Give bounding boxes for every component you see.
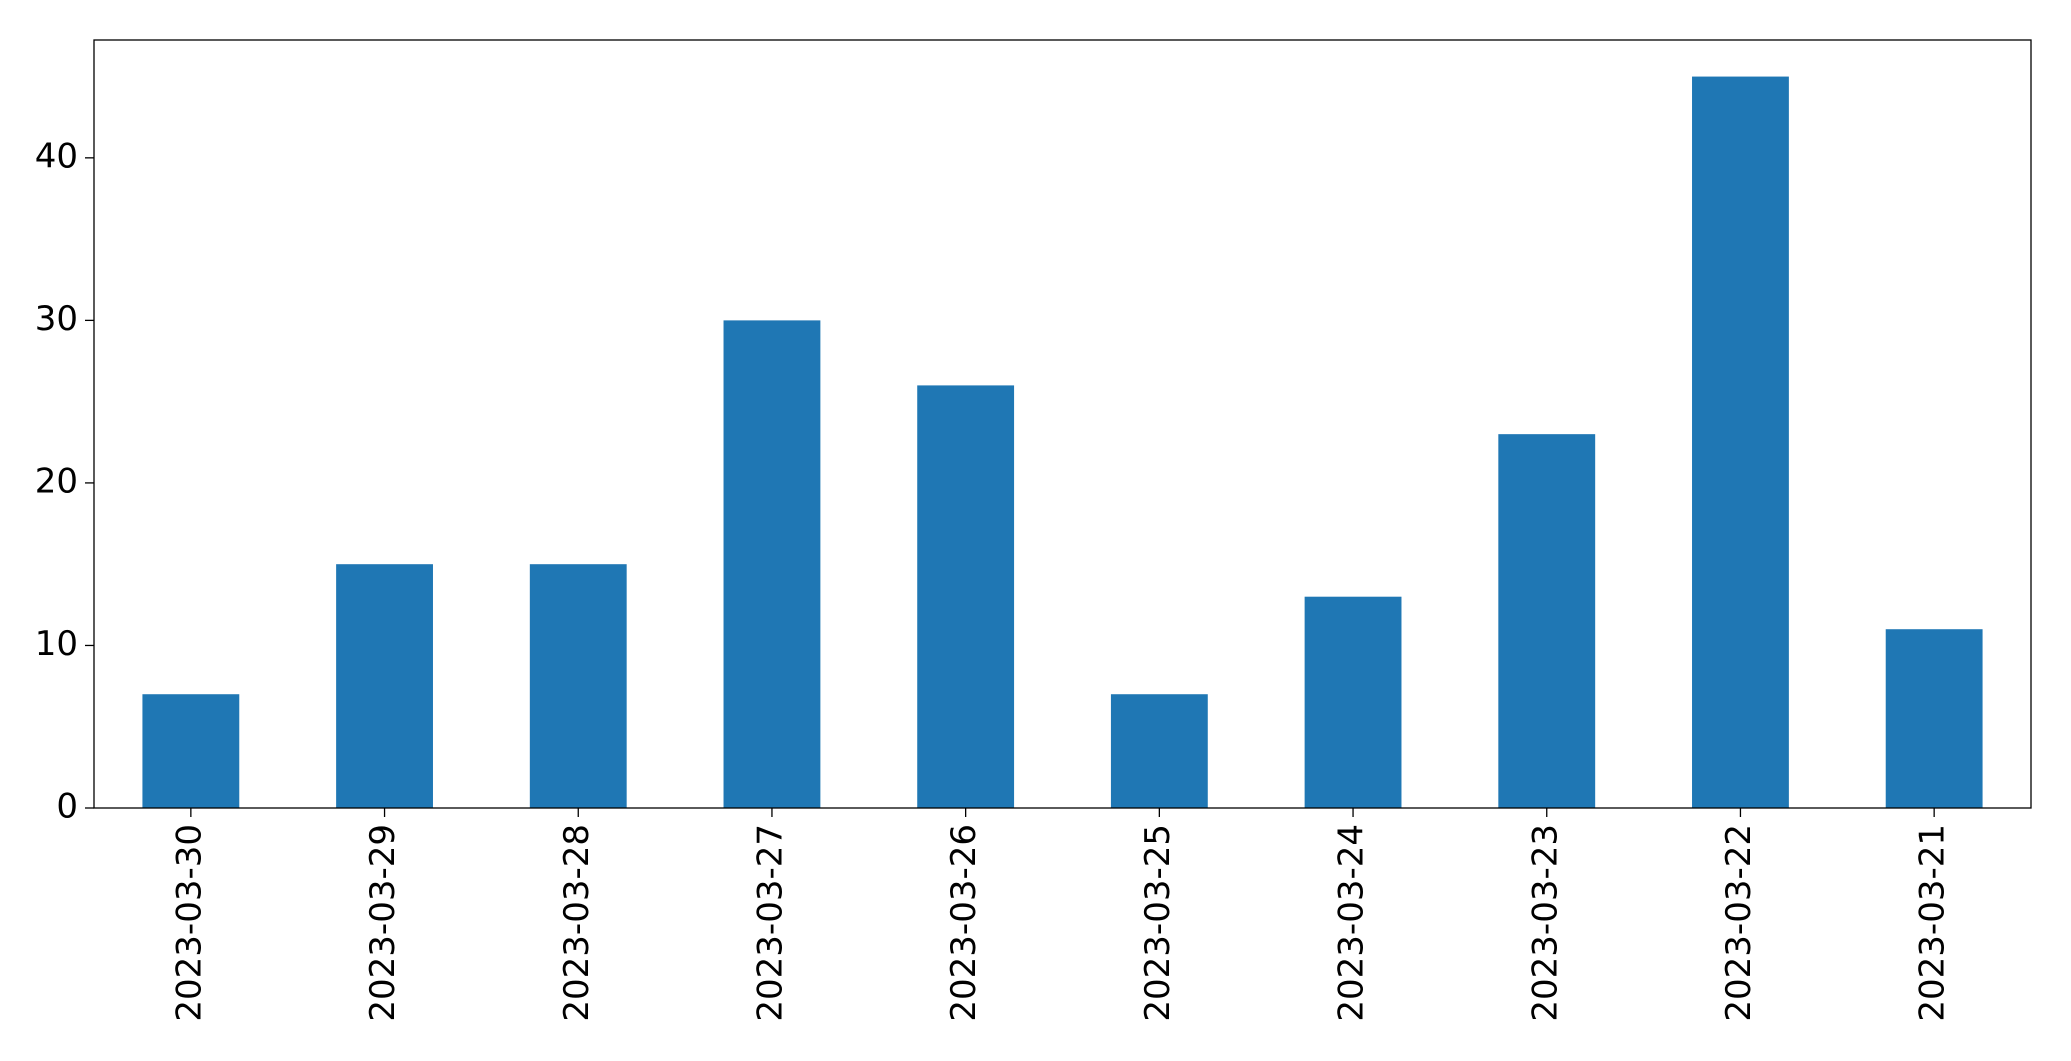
x-tick-label: 2023-03-28 [557, 824, 597, 1022]
x-tick-label: 2023-03-27 [750, 824, 790, 1022]
bar [529, 564, 627, 808]
bar [1498, 434, 1596, 808]
bar [1692, 76, 1789, 809]
y-tick-label: 40 [35, 136, 78, 176]
x-tick-label: 2023-03-29 [363, 824, 403, 1022]
bar [917, 385, 1015, 808]
bar [1304, 596, 1402, 808]
y-tick-label: 10 [35, 624, 78, 664]
y-tick-label: 30 [35, 299, 78, 339]
x-tick-label: 2023-03-23 [1525, 824, 1565, 1022]
x-tick-label: 2023-03-22 [1719, 824, 1759, 1022]
x-tick-label: 2023-03-21 [1913, 824, 1953, 1022]
x-tick-label: 2023-03-30 [169, 824, 209, 1022]
bar [336, 564, 433, 808]
x-tick-label: 2023-03-24 [1332, 824, 1372, 1022]
y-tick-label: 0 [56, 787, 78, 827]
x-tick-label: 2023-03-25 [1138, 824, 1178, 1022]
bar [723, 320, 821, 808]
bar [142, 694, 240, 808]
bar [1110, 694, 1208, 808]
y-tick-label: 20 [35, 461, 78, 501]
bar [1885, 629, 1983, 808]
plot-frame [93, 39, 2032, 809]
x-tick-label: 2023-03-26 [944, 824, 984, 1022]
